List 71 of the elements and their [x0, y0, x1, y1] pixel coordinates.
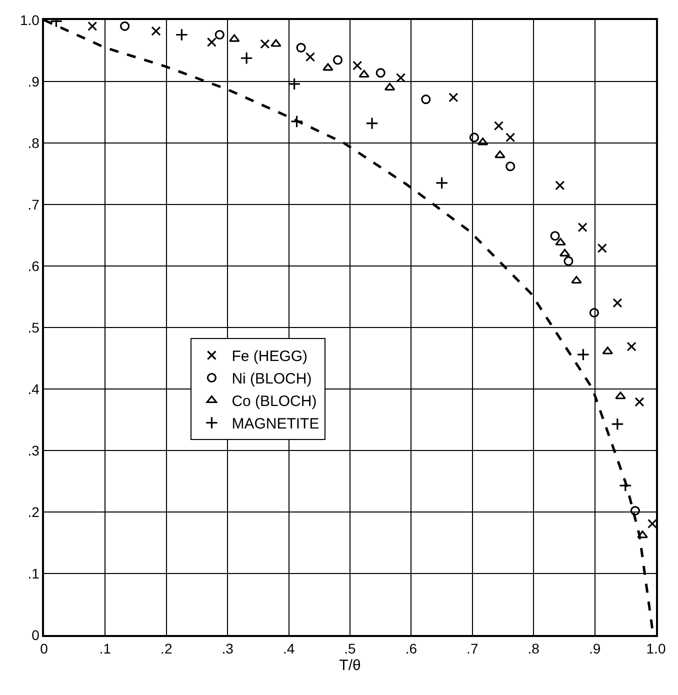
point	[634, 397, 644, 407]
legend-label: MAGNETITE	[232, 416, 320, 433]
point	[396, 73, 406, 83]
y-tick-label: 0	[32, 626, 40, 643]
point	[555, 238, 566, 246]
point	[270, 39, 282, 47]
y-tick-label: .2	[28, 504, 40, 520]
point	[578, 222, 588, 232]
y-tick-label: .6	[28, 258, 40, 274]
x-tick-label: .9	[588, 640, 601, 657]
legend-label: Fe (HEGG)	[232, 348, 308, 366]
point	[151, 26, 161, 36]
point	[550, 231, 560, 241]
point	[352, 60, 362, 70]
x-tick-label: .1	[99, 640, 112, 657]
point	[332, 55, 343, 65]
x-tick-label: .6	[405, 640, 418, 657]
legend-label: Ni (BLOCH)	[232, 370, 312, 388]
y-tick-label: .5	[28, 319, 40, 336]
x-tick-label: .5	[344, 640, 356, 657]
y-tick-label: .3	[28, 442, 40, 458]
point	[506, 132, 516, 142]
y-tick-label: 1.0	[20, 12, 40, 28]
point	[612, 298, 622, 308]
x-tick-label: .7	[466, 640, 478, 657]
point	[555, 180, 565, 190]
point	[564, 256, 574, 266]
y-tick-label: .4	[28, 380, 40, 397]
point	[630, 506, 640, 516]
point	[421, 94, 431, 104]
x-axis-title: T/θ	[339, 657, 361, 674]
y-tick-label: .1	[28, 565, 40, 582]
point	[648, 518, 656, 528]
point	[358, 70, 370, 78]
point	[366, 116, 378, 130]
point	[175, 28, 188, 42]
legend-label: Co (BLOCH)	[232, 393, 317, 410]
point	[322, 63, 334, 71]
point	[589, 308, 599, 318]
point	[637, 530, 648, 538]
point	[448, 92, 458, 102]
y-tick-label: .7	[28, 196, 40, 212]
x-tick-label: .3	[222, 640, 234, 657]
point	[288, 78, 301, 90]
point	[260, 39, 270, 49]
point	[206, 37, 216, 47]
point	[571, 276, 582, 284]
x-tick-label: 1.0	[646, 640, 666, 657]
point	[576, 348, 590, 361]
y-tick-label: .9	[28, 73, 40, 90]
y-tick-label: .8	[28, 134, 40, 151]
point	[494, 120, 504, 131]
point	[494, 150, 506, 158]
point	[435, 176, 448, 190]
x-tick-label: .2	[160, 640, 172, 657]
point	[240, 52, 253, 65]
point	[296, 42, 306, 52]
point	[120, 21, 130, 31]
x-tick-label: .4	[282, 640, 295, 657]
point	[506, 162, 516, 172]
point	[597, 243, 607, 253]
x-tick-label: .8	[528, 640, 540, 657]
point	[626, 342, 636, 352]
point	[214, 30, 224, 40]
point	[88, 21, 98, 31]
point	[469, 132, 480, 142]
point	[615, 392, 626, 400]
point	[611, 418, 624, 430]
point	[290, 115, 304, 128]
point	[305, 52, 316, 62]
point	[376, 68, 386, 78]
